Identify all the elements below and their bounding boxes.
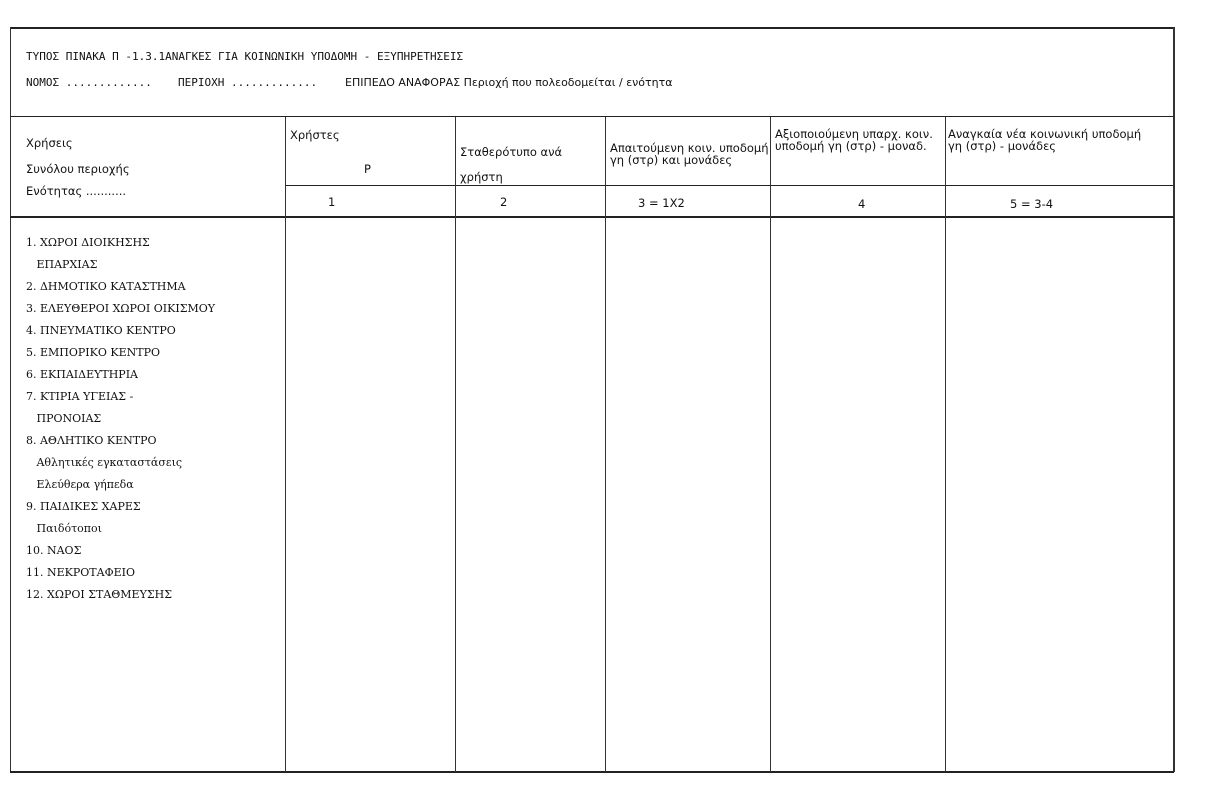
col1-num: 1 [328, 195, 336, 209]
list-item: 8. ΑΘΛΗΤΙΚΟ ΚΕΝΤΡΟ [26, 434, 157, 447]
frame-left [10, 27, 11, 772]
periochi-field: ΠΕΡΙΟΧΗ ............. [178, 76, 318, 89]
list-item: Παιδότοποι [26, 522, 102, 535]
col4-label: Αξιοποιούμενη υπαρχ. κοιν. υποδομή γη (σ… [775, 127, 933, 153]
list-item: 3. ΕΛΕΥΘΕΡΟΙ ΧΩΡΟΙ ΟΙΚΙΣΜΟΥ [26, 302, 216, 315]
list-item: 2. ΔΗΜΟΤΙΚΟ ΚΑΤΑΣΤΗΜΑ [26, 280, 186, 293]
col2-label: Σταθερότυπο ανά χρήστη [460, 145, 563, 184]
frame-top [10, 27, 1174, 29]
col-line-1 [285, 117, 286, 772]
col3-label: Απαιτούμενη κοιν. υποδομή γη (στρ) και μ… [610, 141, 769, 167]
list-item: 12. ΧΩΡΟΙ ΣΤΑΘΜΕΥΣΗΣ [26, 588, 172, 601]
list-item: 9. ΠΑΙΔΙΚΕΣ ΧΑΡΕΣ [26, 500, 141, 513]
list-item: 7. ΚΤΙΡΙΑ ΥΓΕΙΑΣ - [26, 390, 134, 403]
row-header-unit: Ενότητας ........... [26, 184, 127, 198]
list-item: ΕΠΑΡΧΙΑΣ [26, 258, 98, 271]
row-header-uses: Χρήσεις [26, 136, 73, 150]
row-header-total: Συνόλου περιοχής [26, 162, 130, 176]
list-item: 5. ΕΜΠΟΡΙΚΟ ΚΕΝΤΡΟ [26, 346, 161, 359]
col-line-5 [945, 117, 946, 772]
col1-label: Χρήστες [290, 128, 340, 142]
form-title: ΤΥΠΟΣ ΠΙΝΑΚΑ Π -1.3.1ΑΝΑΓΚΕΣ ΓΙΑ ΚΟΙΝΩΝΙ… [26, 50, 464, 63]
header-subdivider [285, 185, 1173, 186]
list-item: ΠΡΟΝΟΙΑΣ [26, 412, 102, 425]
nomos-field: ΝΟΜΟΣ ............. [26, 76, 152, 89]
col5-num: 5 = 3-4 [1010, 197, 1054, 211]
col-line-2 [455, 117, 456, 772]
header-divider [10, 116, 1174, 117]
col-line-3 [605, 117, 606, 772]
col5-label: Αναγκαία νέα κοινωνική υποδομή γη (στρ) … [948, 127, 1142, 153]
frame-bottom [10, 771, 1174, 773]
list-item: 11. ΝΕΚΡΟΤΑΦΕΙΟ [26, 566, 135, 579]
reference-level: ΕΠΙΠΕΔΟ ΑΝΑΦΟΡΑΣ Περιοχή που πολεοδομείτ… [345, 76, 673, 89]
list-item: 1. ΧΩΡΟΙ ΔΙΟΙΚΗΣΗΣ [26, 236, 150, 249]
col3-num: 3 = 1Χ2 [638, 196, 685, 210]
list-item: Ελεύθερα γήπεδα [26, 478, 134, 491]
list-item: 4. ΠΝΕΥΜΑΤΙΚΟ ΚΕΝΤΡΟ [26, 324, 176, 337]
list-item: 6. ΕΚΠΑΙΔΕΥΤΗΡΙΑ [26, 368, 138, 381]
col1-sub: Ρ [364, 162, 371, 176]
list-item: Αθλητικές εγκαταστάσεις [26, 456, 183, 469]
frame-right [1173, 27, 1175, 772]
col2-num: 2 [500, 195, 508, 209]
header-bottom-line [10, 216, 1174, 218]
col4-num: 4 [858, 197, 866, 211]
list-item: 10. ΝΑΟΣ [26, 544, 82, 557]
col-line-4 [770, 117, 771, 772]
